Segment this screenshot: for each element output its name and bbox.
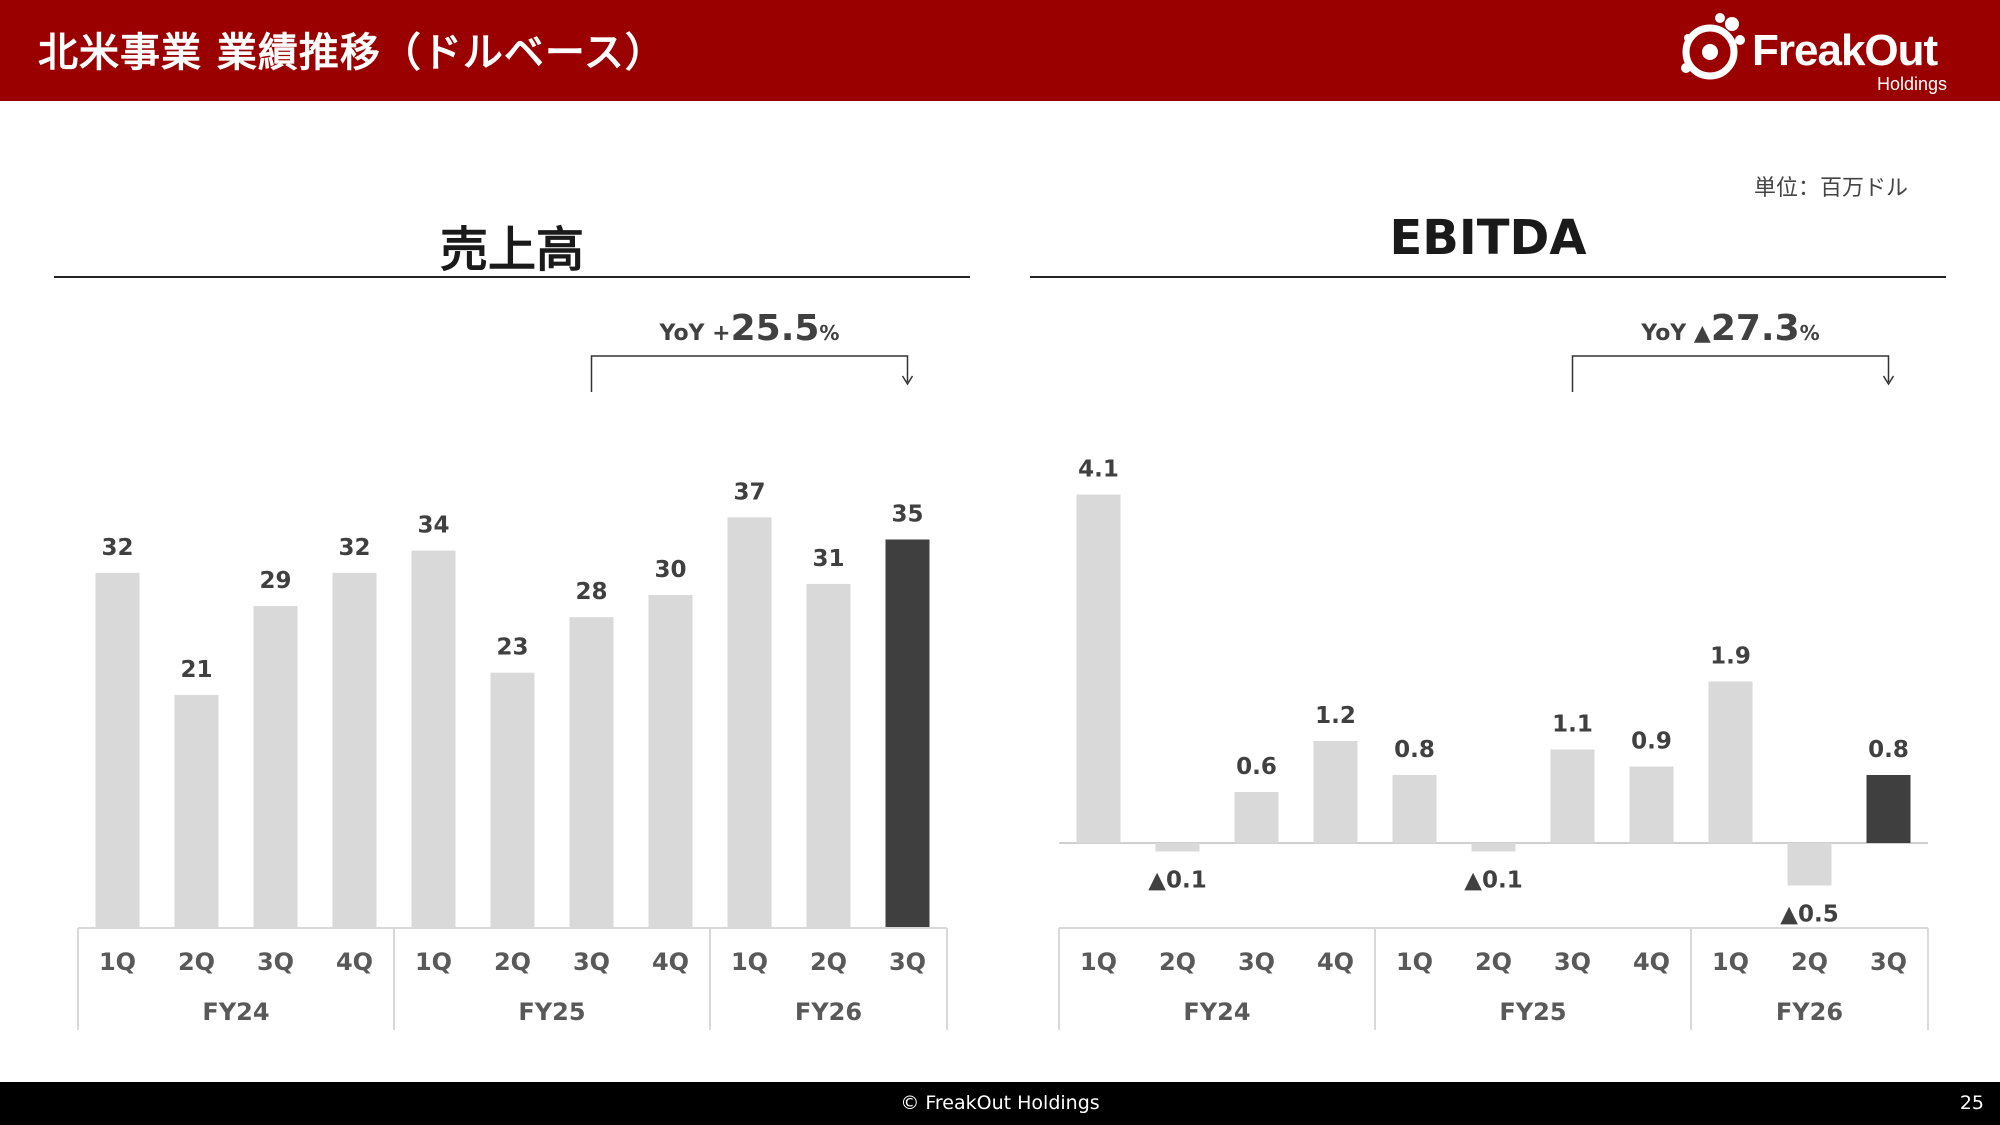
- ebitda-bar: [1550, 749, 1595, 843]
- ebitda-bar: [1866, 775, 1911, 843]
- ebitda-bar: [1471, 843, 1516, 852]
- sales-bar: [648, 595, 693, 928]
- ebitda-category-label: 3Q: [1870, 948, 1907, 976]
- sales-group-label: FY26: [795, 998, 862, 1026]
- ebitda-bar: [1155, 843, 1200, 852]
- ebitda-data-label: 4.1: [1078, 457, 1119, 483]
- sales-category-label: 1Q: [415, 948, 452, 976]
- ebitda-title-rule: [1030, 276, 1946, 278]
- ebitda-group-label: FY24: [1183, 998, 1250, 1026]
- ebitda-category-label: 4Q: [1633, 948, 1670, 976]
- logo-mark-icon: [1681, 13, 1745, 80]
- ebitda-group-label: FY26: [1776, 998, 1843, 1026]
- ebitda-data-label: 0.9: [1631, 729, 1672, 755]
- unit-label: 単位：百万ドル: [1754, 176, 1909, 201]
- ebitda-bar: [1708, 681, 1753, 843]
- ebitda-category-label: 3Q: [1554, 948, 1591, 976]
- ebitda-category-label: 1Q: [1080, 948, 1117, 976]
- sales-category-label: 3Q: [573, 948, 610, 976]
- ebitda-bar: [1234, 792, 1279, 843]
- sales-bar: [490, 672, 535, 928]
- ebitda-data-label: ▲0.1: [1464, 868, 1522, 894]
- sales-bar: [411, 550, 456, 928]
- sales-chart-title: 売上高: [439, 222, 584, 278]
- sales-data-label: 29: [259, 568, 291, 594]
- sales-category-label: 2Q: [494, 948, 531, 976]
- ebitda-data-label: ▲0.5: [1780, 902, 1838, 928]
- footer-copyright: © FreakOut Holdings: [900, 1092, 1100, 1114]
- ebitda-data-label: ▲0.1: [1148, 868, 1206, 894]
- header-bar: 北米事業 業績推移（ドルベース） FreakOut Holdings: [0, 0, 2000, 101]
- sales-title-rule: [54, 276, 970, 278]
- ebitda-category-label: 2Q: [1475, 948, 1512, 976]
- sales-category-label: 2Q: [810, 948, 847, 976]
- sales-data-label: 32: [101, 535, 133, 561]
- logo-wordmark: FreakOut: [1752, 26, 1938, 75]
- ebitda-data-label: 1.9: [1710, 644, 1751, 670]
- ebitda-category-label: 4Q: [1317, 948, 1354, 976]
- ebitda-bar: [1313, 741, 1358, 843]
- arrow-down-icon: [1882, 375, 1895, 386]
- sales-data-label: 28: [575, 579, 607, 605]
- ebitda-category-label: 2Q: [1159, 948, 1196, 976]
- ebitda-yoy-annotation: YoY ▲27.3%: [1640, 308, 1819, 349]
- sales-data-label: 37: [733, 479, 765, 505]
- sales-data-label: 30: [654, 557, 686, 583]
- sales-category-label: 4Q: [336, 948, 373, 976]
- ebitda-bar: [1076, 494, 1121, 843]
- ebitda-chart-title: EBITDA: [1389, 210, 1587, 266]
- sales-yoy-annotation: YoY +25.5%: [659, 308, 840, 349]
- ebitda-bar: [1392, 775, 1437, 843]
- sales-category-label: 1Q: [731, 948, 768, 976]
- sales-bar: [332, 572, 377, 928]
- arrow-down-icon: [901, 375, 914, 386]
- sales-data-label: 32: [338, 535, 370, 561]
- ebitda-group-label: FY25: [1499, 998, 1566, 1026]
- sales-bar: [806, 583, 851, 928]
- freakout-logo: FreakOut Holdings: [1672, 8, 1972, 98]
- sales-group-label: FY24: [202, 998, 269, 1026]
- ebitda-category-label: 1Q: [1712, 948, 1749, 976]
- page-title: 北米事業 業績推移（ドルベース）: [38, 30, 666, 76]
- sales-data-label: 34: [417, 513, 449, 539]
- sales-bar: [174, 694, 219, 928]
- sales-data-label: 31: [812, 546, 844, 572]
- sales-category-label: 3Q: [889, 948, 926, 976]
- ebitda-bar: [1629, 766, 1674, 843]
- sales-bar: [253, 606, 298, 928]
- sales-data-label: 21: [180, 657, 212, 683]
- sales-data-label: 35: [891, 502, 923, 528]
- sales-bar: [569, 617, 614, 928]
- ebitda-category-label: 1Q: [1396, 948, 1433, 976]
- sales-category-label: 2Q: [178, 948, 215, 976]
- ebitda-bar: [1787, 843, 1832, 886]
- sales-yoy-bracket: [590, 355, 909, 392]
- sales-group-label: FY25: [518, 998, 585, 1026]
- sales-bar: [885, 539, 930, 928]
- sales-category-label: 4Q: [652, 948, 689, 976]
- logo-subtext: Holdings: [1877, 74, 1948, 94]
- footer-bar: © FreakOut Holdings 25: [0, 1082, 2000, 1125]
- page-number: 25: [1959, 1092, 1984, 1114]
- sales-bar: [95, 572, 140, 928]
- ebitda-data-label: 0.6: [1236, 754, 1277, 780]
- sales-category-label: 1Q: [99, 948, 136, 976]
- ebitda-data-label: 1.1: [1552, 712, 1593, 738]
- sales-bar-chart: 32 1Q 21 2Q 29 3Q 32 4Q 34 1Q 23 2Q 28 3Q 30 4Q 37 1Q 31 2Q…: [77, 308, 948, 1030]
- ebitda-data-label: 0.8: [1394, 737, 1435, 763]
- sales-bar: [727, 517, 772, 928]
- ebitda-bar-chart: 4.1 1Q ▲0.1 2Q 0.6 3Q 1.2 4Q 0.8 1Q ▲0.1 2Q 1.1 3Q 0.9…: [1058, 308, 1929, 1030]
- ebitda-category-label: 2Q: [1791, 948, 1828, 976]
- sales-category-label: 3Q: [257, 948, 294, 976]
- ebitda-category-label: 3Q: [1238, 948, 1275, 976]
- ebitda-yoy-bracket: [1571, 355, 1890, 392]
- ebitda-data-label: 1.2: [1315, 703, 1356, 729]
- ebitda-data-label: 0.8: [1868, 737, 1909, 763]
- sales-data-label: 23: [496, 635, 528, 661]
